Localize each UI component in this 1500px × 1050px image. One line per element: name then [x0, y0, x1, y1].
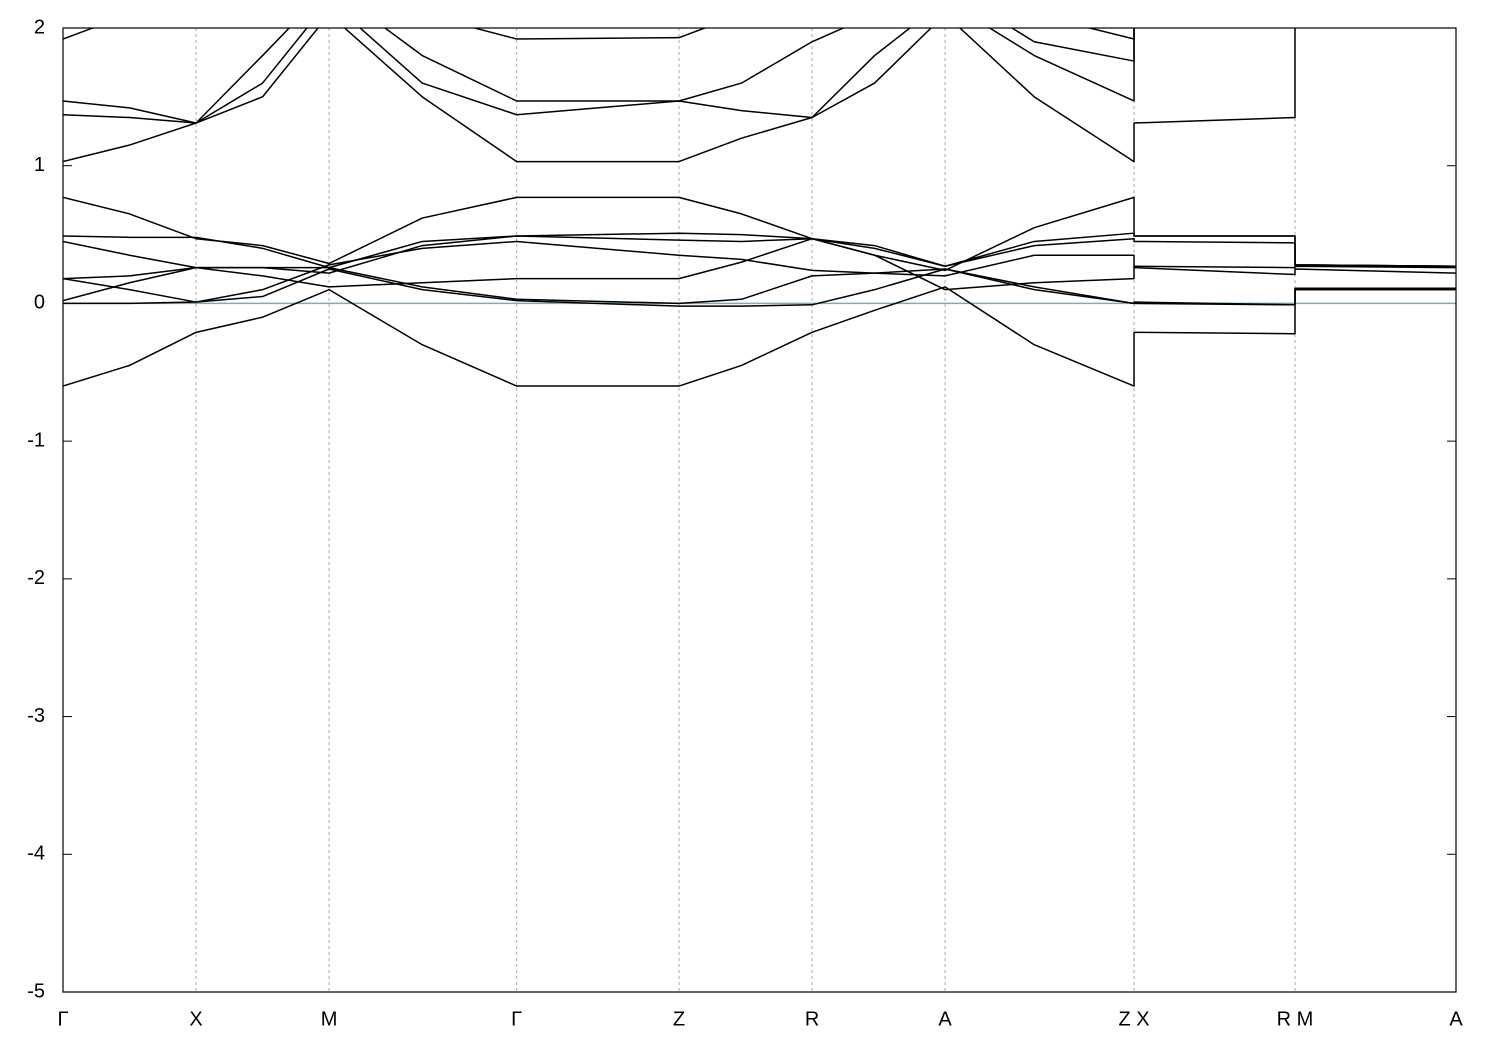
x-tick-label: M — [321, 1008, 338, 1030]
y-tick-label: -4 — [27, 843, 45, 865]
band-line — [63, 237, 1456, 291]
plot-area — [63, 28, 1456, 387]
band-line — [63, 28, 1135, 124]
x-tick-label: Γ — [511, 1008, 522, 1030]
band-line — [63, 268, 1456, 307]
band-line — [63, 196, 1456, 272]
band-line — [63, 28, 1135, 124]
x-tick-label: R — [805, 1008, 819, 1030]
x-tick-label: R M — [1277, 1008, 1314, 1030]
plot-border — [62, 27, 1457, 993]
x-tick-label: A — [1449, 1008, 1463, 1030]
y-tick-label: 1 — [34, 154, 45, 176]
x-tick-label: Γ — [57, 1008, 68, 1030]
x-tick-label: Z — [673, 1008, 685, 1030]
y-tick-label: -5 — [27, 980, 45, 1002]
y-tick-label: -2 — [27, 567, 45, 589]
y-tick-label: 2 — [34, 16, 45, 38]
x-tick-label: A — [938, 1008, 952, 1030]
y-tick-label: -3 — [27, 705, 45, 727]
band-line — [63, 240, 1456, 303]
x-tick-label: Z X — [1118, 1008, 1149, 1030]
band-line — [63, 235, 1456, 274]
y-tick-label: 0 — [34, 292, 45, 314]
y-tick-label: -1 — [27, 429, 45, 451]
band-line — [63, 286, 1456, 387]
band-line — [63, 28, 1296, 163]
x-tick-label: X — [189, 1008, 202, 1030]
band-line — [63, 28, 1135, 40]
